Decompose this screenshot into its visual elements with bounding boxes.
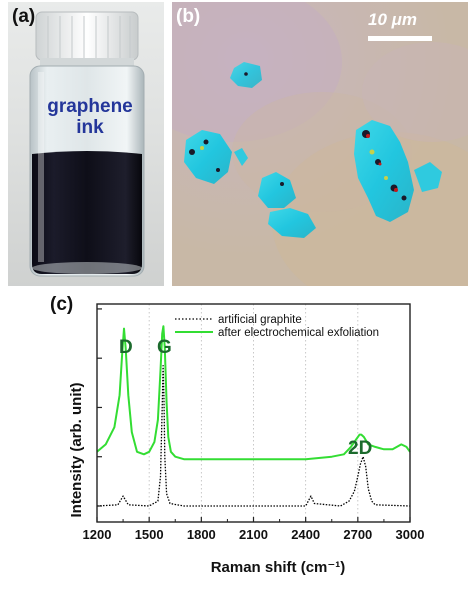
x-tick-label-2100: 2100: [239, 527, 268, 542]
panel-b-label: (b): [176, 6, 201, 27]
panel-a-label: (a): [12, 6, 36, 27]
peak-label-g: G: [157, 337, 172, 358]
series-line-0: [96, 364, 411, 507]
scale-bar: [368, 36, 432, 41]
x-tick-label-1800: 1800: [187, 527, 216, 542]
vial-ink-liquid: [32, 151, 142, 274]
vial-illustration: [29, 11, 145, 277]
x-tick-label-3000: 3000: [396, 527, 425, 542]
peak-label-d: D: [119, 337, 133, 358]
series-line-1: [96, 325, 411, 461]
legend-label-graphite: artificial graphite: [218, 314, 302, 326]
legend-label-exfoliation: after electrochemical exfoliation: [218, 327, 379, 339]
panel-a-photo: (a) graphene ink: [8, 2, 164, 286]
x-axis-label: Raman shift (cm⁻¹): [211, 559, 346, 576]
panel-c-label: (c): [50, 294, 74, 315]
peak-label-2d: 2D: [348, 438, 372, 459]
vial-cap: [35, 11, 139, 61]
panel-b-micrograph: (b) 10 μm: [172, 2, 468, 286]
scale-bar-label: 10 μm: [368, 10, 417, 29]
plot-frame: [96, 303, 411, 523]
x-tick-label-1500: 1500: [135, 527, 164, 542]
panel-c-chart: 1200 1500 1800 2100 2400 2700 3000 artificial …: [0, 290, 474, 594]
x-tick-label-2400: 2400: [291, 527, 320, 542]
ink-label-line2: ink: [76, 117, 104, 138]
x-tick-label-2700: 2700: [343, 527, 372, 542]
legend: artificial graphite after electrochemica…: [175, 314, 379, 339]
raman-chart: 1200 1500 1800 2100 2400 2700 3000 artificial …: [68, 303, 425, 576]
ink-label-line1: graphene: [47, 96, 133, 117]
micrograph-image: [172, 2, 468, 286]
x-tick-label-1200: 1200: [83, 527, 112, 542]
y-axis-label: Intensity (arb. unit): [68, 382, 85, 517]
